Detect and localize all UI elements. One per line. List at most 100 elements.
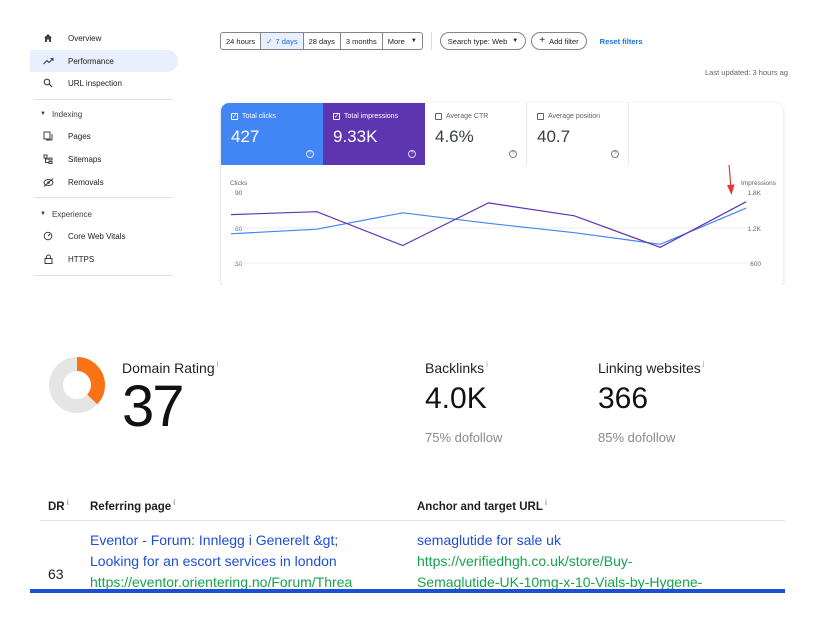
bottom-accent-bar	[30, 589, 785, 593]
sidebar-item-overview[interactable]: Overview	[30, 27, 178, 49]
removals-icon	[42, 176, 54, 188]
backlinks-value[interactable]: 4.0K	[425, 382, 487, 415]
left-axis-label: Clicks	[230, 180, 248, 187]
header-label: Referring page	[90, 500, 172, 513]
target-url-line[interactable]: https://verifiedhgh.co.uk/store/Buy-	[417, 553, 633, 569]
info-icon[interactable]: i	[173, 498, 176, 507]
sidebar-item-core-web-vitals[interactable]: Core Web Vitals	[30, 225, 178, 247]
metric-average-ctr[interactable]: Average CTR 4.6% ?	[425, 103, 527, 165]
row-dr-value: 63	[48, 566, 64, 582]
referring-page-cell: Eventor - Forum: Innlegg i Generelt &gt;…	[90, 530, 410, 592]
search-console-panel: Overview Performance URL inspection ▼ In…	[30, 25, 790, 285]
sidebar-section-indexing[interactable]: ▼ Indexing	[30, 105, 178, 123]
referring-page-url[interactable]: https://eventor.orientering.no/Forum/Thr…	[90, 574, 353, 590]
help-icon[interactable]: ?	[611, 150, 619, 158]
help-icon[interactable]: ?	[509, 150, 517, 158]
metric-total-impressions[interactable]: ✓ Total impressions 9.33K ?	[323, 103, 425, 165]
backlinks-dofollow: 75% dofollow	[425, 430, 503, 445]
sidebar-item-label: Performance	[68, 56, 114, 66]
range-3-months[interactable]: 3 months	[341, 33, 383, 49]
anchor-text[interactable]: semaglutide for sale uk	[417, 532, 561, 548]
toolbar-separator	[430, 32, 432, 50]
info-icon[interactable]: i	[544, 498, 548, 507]
left-tick-label: 30	[235, 261, 243, 268]
metric-title: Backlinks	[425, 360, 485, 376]
performance-chart: Clicks Impressions 90 60 30 1.8K 1.2K 60…	[230, 165, 777, 268]
range-7-days[interactable]: ✓ 7 days	[261, 33, 304, 49]
info-icon[interactable]: i	[702, 360, 705, 370]
metric-label-row: ✓ Total clicks	[231, 113, 313, 120]
performance-card: ✓ Total clicks 427 ? ✓ Total impressions…	[221, 103, 783, 285]
header-label: DR	[48, 500, 65, 513]
left-tick-label: 60	[235, 226, 243, 233]
referring-page-title-line[interactable]: Looking for an escort services in london	[90, 553, 337, 569]
donut-fill	[49, 357, 105, 413]
metric-title: Linking websites	[598, 360, 701, 376]
metric-value: 4.6%	[435, 127, 474, 146]
dropdown-arrow-icon: ▼	[512, 38, 519, 44]
backlinks-label: Backlinks i	[425, 360, 488, 376]
pages-icon	[42, 130, 54, 142]
help-icon[interactable]: ?	[306, 150, 314, 158]
sidebar-item-performance[interactable]: Performance	[30, 50, 178, 72]
metric-total-clicks[interactable]: ✓ Total clicks 427 ?	[221, 103, 323, 165]
linking-websites-value[interactable]: 366	[598, 382, 649, 415]
right-tick-label: 1.8K	[748, 190, 762, 197]
right-axis-label: Impressions	[741, 180, 777, 187]
metric-value: 427	[231, 127, 260, 146]
table-header-divider	[40, 520, 785, 521]
metric-average-position[interactable]: Average position 40.7 ?	[527, 103, 629, 165]
sidebar-item-removals[interactable]: Removals	[30, 171, 178, 193]
sidebar-item-pages[interactable]: Pages	[30, 125, 178, 147]
add-filter-button[interactable]: + Add filter	[531, 32, 587, 50]
range-28-days[interactable]: 28 days	[304, 33, 341, 49]
target-url-line[interactable]: Semaglutide-UK-10mg-x-10-Vials-by-Hygene…	[417, 574, 703, 590]
sidebar-item-sitemaps[interactable]: Sitemaps	[30, 148, 178, 170]
help-icon[interactable]: ?	[408, 150, 416, 158]
search-icon	[42, 77, 54, 89]
sidebar-item-url-inspection[interactable]: URL inspection	[30, 72, 178, 94]
metric-label-row: Average CTR	[435, 113, 516, 120]
column-header-dr[interactable]: DR i	[48, 498, 69, 513]
info-icon[interactable]: i	[486, 360, 488, 370]
add-filter-label: Add filter	[549, 36, 579, 46]
sidebar-section-experience[interactable]: ▼ Experience	[30, 205, 178, 223]
column-header-referring-page[interactable]: Referring page i	[90, 498, 175, 513]
referring-page-title-line[interactable]: Eventor - Forum: Innlegg i Generelt &gt;	[90, 532, 339, 548]
reset-filters-link[interactable]: Reset filters	[599, 36, 643, 46]
date-range-selector: 24 hours ✓ 7 days 28 days 3 months More …	[220, 32, 423, 50]
range-more-dropdown[interactable]: More ▼	[383, 33, 422, 49]
last-updated-text: Last updated: 3 hours ag	[705, 68, 788, 77]
sidebar-divider	[34, 99, 172, 100]
info-icon[interactable]: i	[66, 498, 69, 507]
sitemap-icon	[42, 153, 54, 165]
caret-down-icon: ▼	[40, 211, 46, 217]
annotation-arrow	[727, 165, 735, 195]
check-icon: ✓	[266, 36, 273, 46]
filter-bar: 24 hours ✓ 7 days 28 days 3 months More …	[220, 32, 643, 50]
metric-label: Total clicks	[242, 113, 276, 120]
sidebar-item-label: Pages	[68, 131, 91, 141]
info-icon[interactable]: i	[216, 360, 219, 370]
checkbox-unchecked-icon	[537, 113, 544, 120]
metric-value: 9.33K	[333, 127, 378, 146]
plus-icon: +	[539, 35, 546, 46]
metric-label: Average CTR	[446, 113, 489, 120]
sidebar-item-https[interactable]: HTTPS	[30, 248, 178, 270]
home-icon	[42, 32, 54, 44]
search-type-dropdown[interactable]: Search type: Web ▼	[439, 32, 527, 50]
search-type-label: Search type: Web	[447, 36, 508, 46]
linking-websites-label: Linking websites i	[598, 360, 705, 376]
range-label: More	[387, 36, 405, 46]
anchor-target-cell: semaglutide for sale uk https://verified…	[417, 530, 777, 592]
sidebar: Overview Performance URL inspection ▼ In…	[30, 25, 178, 285]
range-24-hours[interactable]: 24 hours	[221, 33, 262, 49]
dropdown-arrow-icon: ▼	[410, 38, 417, 44]
sidebar-divider	[34, 197, 172, 198]
series-line-clicks	[230, 207, 747, 245]
column-header-anchor-target[interactable]: Anchor and target URL i	[417, 498, 547, 513]
linking-websites-dofollow: 85% dofollow	[598, 430, 676, 445]
trending-up-icon	[42, 55, 54, 67]
checkbox-checked-icon: ✓	[231, 113, 238, 120]
domain-rating-label: Domain Rating i	[122, 360, 218, 376]
